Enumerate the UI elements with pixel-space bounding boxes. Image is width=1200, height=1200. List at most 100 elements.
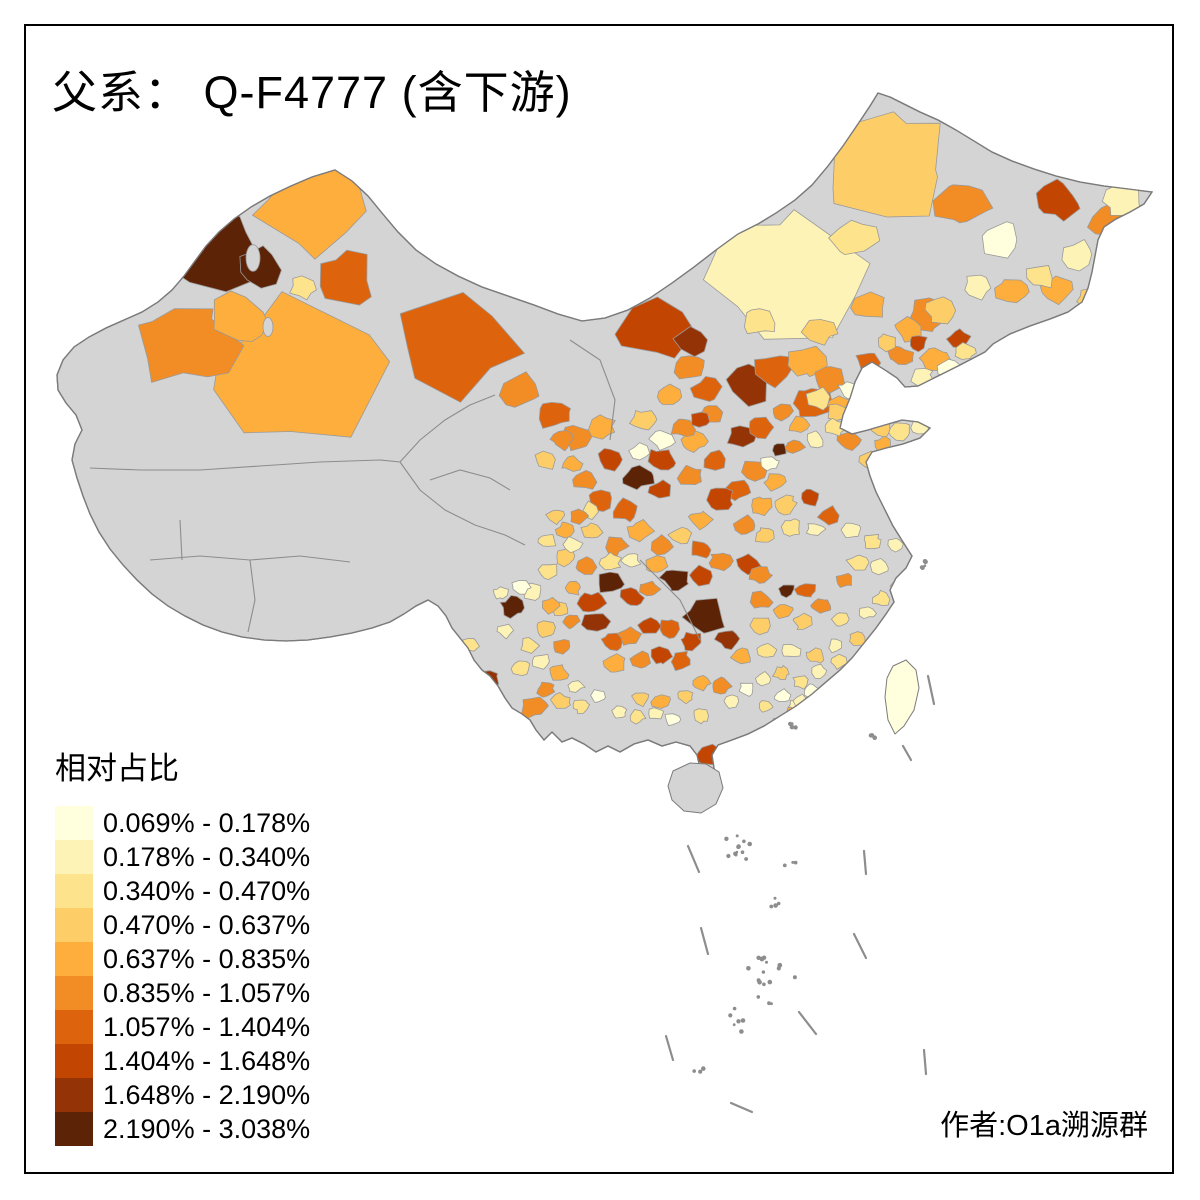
legend-label: 0.340% - 0.470% xyxy=(103,875,311,906)
islet-dot xyxy=(767,1001,771,1006)
province-border-line xyxy=(399,461,526,546)
prefecture-patch xyxy=(650,534,674,556)
legend-item: 0.340% - 0.470% xyxy=(55,874,310,908)
prefecture-patch xyxy=(549,692,572,709)
sea-boundary-dash xyxy=(922,1048,928,1076)
legend-swatch xyxy=(55,1010,93,1044)
prefecture-patch xyxy=(877,333,896,353)
prefecture-patch xyxy=(871,589,891,606)
prefecture-patch xyxy=(702,209,871,340)
islet-dot xyxy=(701,1066,706,1071)
prefecture-patch xyxy=(840,522,862,539)
islet-dot xyxy=(919,565,925,570)
prefecture-patch xyxy=(703,449,726,471)
prefecture-patch xyxy=(521,696,550,719)
national-boundary xyxy=(56,92,1154,781)
prefecture-patch xyxy=(664,713,682,727)
province-border-line xyxy=(247,559,256,633)
islet-dot xyxy=(773,903,778,908)
prefecture-patch xyxy=(549,664,570,681)
prefecture-patch xyxy=(754,355,796,389)
legend-swatch xyxy=(55,874,93,908)
prefecture-patch xyxy=(692,674,712,692)
legend-label: 0.069% - 0.178% xyxy=(103,807,311,838)
prefecture-patch xyxy=(691,540,712,559)
prefecture-patch xyxy=(590,689,606,703)
prefecture-patch xyxy=(712,676,733,695)
prefecture-patch xyxy=(580,522,604,539)
prefecture-patch xyxy=(693,708,710,725)
legend-swatch xyxy=(55,1044,93,1078)
prefecture-patch xyxy=(881,461,901,478)
islet-dot xyxy=(788,721,793,727)
prefecture-patch xyxy=(793,583,817,598)
legend-item: 0.178% - 0.340% xyxy=(55,840,310,874)
prefecture-patch xyxy=(576,591,608,613)
islet-dot xyxy=(791,860,795,864)
islet-dot xyxy=(739,1029,744,1034)
prefecture-patch xyxy=(676,464,702,486)
islet-dot xyxy=(747,841,752,847)
prefecture-patch xyxy=(760,456,780,472)
prefecture-patch xyxy=(614,296,696,359)
prefecture-patch xyxy=(828,219,881,256)
prefecture-patch xyxy=(758,700,774,713)
sea-boundary-dash xyxy=(852,932,868,960)
prefecture-patch xyxy=(612,497,638,523)
prefecture-patch xyxy=(656,383,683,405)
island-hainan xyxy=(667,762,724,814)
prefecture-patch xyxy=(964,274,992,301)
legend-label: 0.637% - 0.835% xyxy=(103,943,311,974)
prefecture-patch xyxy=(849,398,879,419)
prefecture-patch xyxy=(896,443,916,460)
islet-dot xyxy=(792,975,797,980)
prefecture-patch xyxy=(670,650,691,672)
legend-swatch xyxy=(55,976,93,1010)
prefecture-patch xyxy=(553,639,571,655)
prefecture-patch xyxy=(689,376,723,402)
prefecture-patch xyxy=(572,699,591,714)
prefecture-patch xyxy=(792,612,813,631)
prefecture-patch xyxy=(647,479,672,499)
prefecture-patch xyxy=(648,430,677,452)
prefecture-patch xyxy=(549,429,574,452)
legend-label: 1.648% - 2.190% xyxy=(103,1079,311,1110)
prefecture-patch xyxy=(723,694,740,709)
prefecture-patch xyxy=(534,450,556,470)
prefecture-patch xyxy=(570,508,590,525)
prefecture-patch xyxy=(738,682,754,697)
prefecture-patch xyxy=(787,345,828,377)
islet-dot xyxy=(736,844,741,849)
prefecture-patch xyxy=(213,290,269,342)
province-border-line xyxy=(179,519,183,561)
islet-dot xyxy=(923,559,928,565)
prefecture-patch xyxy=(620,553,642,568)
attribution-text: 作者:O1a溯源群 xyxy=(940,1110,1148,1142)
sea-boundary-dash xyxy=(901,744,913,762)
legend-item: 0.637% - 0.835% xyxy=(55,942,310,976)
islet-dot xyxy=(762,982,766,987)
prefecture-patch xyxy=(611,705,628,719)
prefecture-patch xyxy=(690,411,711,428)
prefecture-patch xyxy=(680,631,702,652)
islet-dot xyxy=(761,970,766,974)
prefecture-patch xyxy=(748,566,774,584)
prefecture-patch xyxy=(828,638,843,654)
prefecture-patch xyxy=(442,656,460,671)
prefecture-patch xyxy=(1135,220,1152,242)
prefecture-patch xyxy=(1035,178,1081,222)
legend-item: 1.404% - 1.648% xyxy=(55,1044,310,1078)
islet-dot xyxy=(732,1023,736,1027)
prefecture-patch xyxy=(886,345,915,366)
islet-dot xyxy=(692,1069,696,1073)
prefecture-patch xyxy=(511,579,532,595)
legend-item: 0.069% - 0.178% xyxy=(55,806,310,840)
prefecture-patch xyxy=(677,690,694,705)
prefecture-patch xyxy=(602,653,626,673)
prefecture-patch xyxy=(672,326,708,357)
prefecture-patch xyxy=(772,403,794,422)
island-taiwan xyxy=(884,659,920,735)
islet-dot xyxy=(767,979,773,985)
sea-boundary-dash xyxy=(699,926,710,956)
prefecture-patch xyxy=(597,448,623,472)
